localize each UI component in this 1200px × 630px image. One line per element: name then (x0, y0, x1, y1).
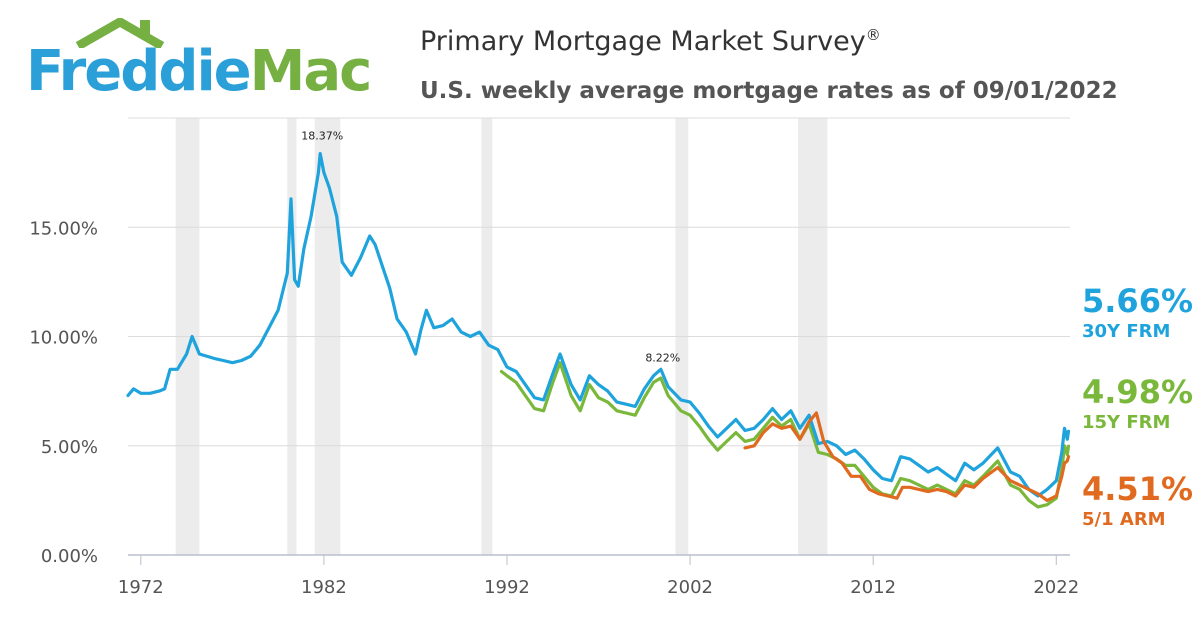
header: FreddieMac Primary Mortgage Market Surve… (0, 0, 1200, 115)
x-tick-label: 1982 (301, 577, 347, 598)
annotation-label: 18.37% (301, 130, 343, 143)
x-tick-label: 1972 (118, 577, 164, 598)
grid-lines (128, 117, 1070, 556)
series-line-30y-frm (126, 152, 1071, 498)
x-tick-label: 2012 (850, 577, 896, 598)
legend-name: 15Y FRM (1082, 412, 1171, 433)
x-tick-label: 2022 (1033, 577, 1079, 598)
x-tick-label: 2002 (667, 577, 713, 598)
house-roof-icon (75, 18, 165, 48)
page-title: Primary Mortgage Market Survey® (420, 26, 881, 57)
legend-value: 5.66% (1082, 282, 1194, 320)
title-text: Primary Mortgage Market Survey (420, 26, 866, 57)
legend-name: 5/1 ARM (1082, 509, 1166, 530)
y-tick-label: 10.00% (29, 328, 98, 349)
x-tick-label: 1992 (484, 577, 530, 598)
series-lines (126, 152, 1071, 509)
legend-item: 5.66% 30Y FRM (1082, 285, 1193, 341)
y-tick-label: 5.00% (41, 437, 98, 458)
y-tick-label: 15.00% (29, 218, 98, 239)
legend-value: 4.51% (1082, 470, 1194, 508)
annotations: 18.37% 8.22% (301, 130, 680, 365)
series-line-15y-frm (499, 361, 1071, 509)
logo-wordmark: FreddieMac (26, 44, 372, 100)
legend-value: 4.98% (1082, 373, 1194, 411)
logo-text-freddie: Freddie (26, 39, 252, 104)
y-axis-labels: 0.00% 5.00% 10.00% 15.00% (29, 218, 98, 567)
legend-item: 4.51% 5/1 ARM (1082, 473, 1193, 529)
legend-item: 4.98% 15Y FRM (1082, 376, 1193, 432)
annotation-label: 8.22% (645, 351, 680, 364)
legend-name: 30Y FRM (1082, 321, 1171, 342)
logo-text-mac: Mac (249, 39, 373, 104)
y-tick-label: 0.00% (41, 546, 98, 567)
freddie-mac-logo: FreddieMac (26, 18, 386, 108)
series-line-5-1-arm (743, 411, 1071, 502)
page-subtitle: U.S. weekly average mortgage rates as of… (420, 78, 1118, 104)
x-axis: 1972 1982 1992 2002 2012 2022 (118, 555, 1079, 598)
registered-mark: ® (865, 26, 881, 44)
